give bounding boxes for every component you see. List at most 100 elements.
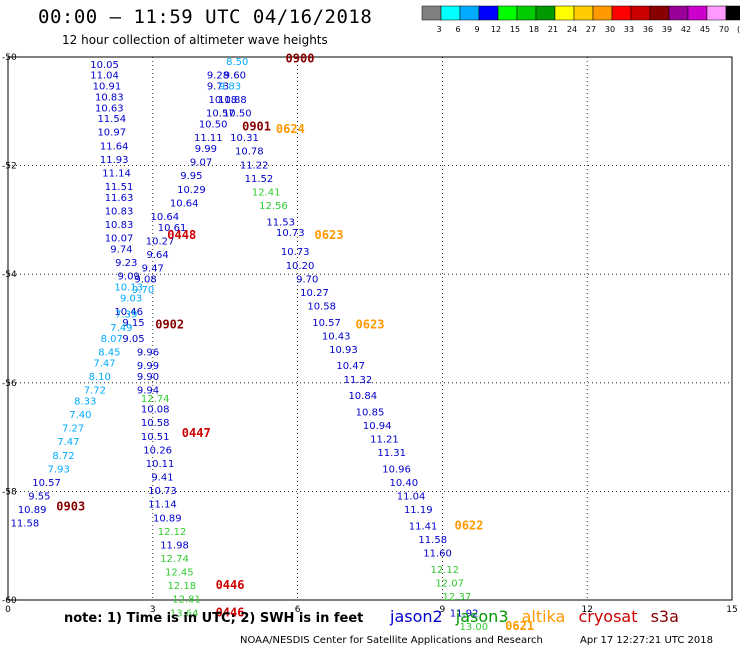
- wave-height-point: 11.14: [102, 168, 131, 179]
- wave-height-point: 8.07: [101, 334, 123, 345]
- wave-height-point: 10.94: [363, 421, 392, 432]
- legend-cryosat: cryosat: [578, 607, 638, 626]
- wave-height-point: 11.54: [97, 114, 126, 125]
- legend-jason3: jason3: [455, 607, 509, 626]
- pass-time-label: 0624: [276, 122, 305, 136]
- colorbar-swatch: [668, 5, 689, 21]
- wave-height-point: 9.99: [195, 144, 217, 155]
- wave-height-point: 9.09: [118, 272, 140, 283]
- colorbar-swatch: [440, 5, 461, 21]
- wave-height-point: 10.27: [146, 236, 175, 247]
- wave-height-point: 10.78: [235, 147, 264, 158]
- wave-height-point: 10.07: [105, 234, 134, 245]
- wave-height-point: 9.03: [120, 293, 142, 304]
- pass-time-label: 0900: [286, 51, 315, 65]
- x-tick-label: 6: [295, 605, 301, 615]
- wave-height-point: 10.46: [114, 307, 143, 318]
- axis-ticks: 0 3 6 9 12 15 -50 -52 -54 -56 -58 -60: [2, 53, 738, 615]
- wave-height-point: 9.70: [296, 274, 318, 285]
- colorbar-label: 18: [529, 25, 539, 34]
- wave-height-point: 10.61: [158, 223, 187, 234]
- colorbar-swatch: [649, 5, 670, 21]
- wave-height-point: 10.47: [336, 361, 365, 372]
- wave-height-point: 10.43: [322, 331, 351, 342]
- wave-height-point: 9.96: [137, 348, 159, 359]
- wave-height-point: 10.50: [223, 109, 252, 120]
- wave-height-point: 12.12: [158, 527, 187, 538]
- wave-height-point: 10.84: [348, 391, 377, 402]
- wave-height-point: 9.28: [207, 71, 229, 82]
- wave-height-point: 12.81: [172, 595, 201, 606]
- pass-time-label: 0622: [454, 518, 483, 532]
- y-tick-label: -52: [2, 162, 17, 172]
- grid: [7, 56, 733, 601]
- colorbar-label: 27: [586, 25, 596, 34]
- wave-height-point: 11.52: [245, 174, 274, 185]
- wave-height-point: 12.12: [430, 565, 459, 576]
- page-title: 00:00 – 11:59 UTC 04/16/2018: [38, 6, 373, 28]
- colorbar-label: 24: [567, 25, 577, 34]
- wave-height-point: 10.88: [218, 95, 247, 106]
- x-tick-label: 0: [5, 605, 11, 615]
- wave-height-point: 7.40: [69, 410, 91, 421]
- legend-altika: altika: [521, 607, 566, 626]
- footer-credit: NOAA/NESDIS Center for Satellite Applica…: [240, 635, 543, 646]
- wave-height-point: 11.31: [377, 448, 406, 459]
- wave-height-point: 11.04: [90, 71, 119, 82]
- colorbar-label: 30: [605, 25, 615, 34]
- satellite-legend: jason2 jason3 altika cryosat s3a: [390, 607, 679, 626]
- wave-height-point: 10.50: [199, 120, 228, 131]
- colorbar-label: 45: [700, 25, 710, 34]
- wave-height-point: 11.60: [423, 549, 452, 560]
- wave-height-point: 7.39: [115, 310, 137, 321]
- wave-height-point: 7.49: [110, 323, 132, 334]
- colorbar-label: 6: [455, 25, 460, 34]
- wave-height-point: 10.13: [114, 282, 143, 293]
- colorbar-swatch: [706, 5, 727, 21]
- wave-height-point: 9.74: [110, 244, 132, 255]
- colorbar-label: 15: [510, 25, 520, 34]
- wave-height-point: 11.58: [418, 535, 447, 546]
- x-tick-label: 9: [440, 605, 446, 615]
- colorbar-swatch: [592, 5, 613, 21]
- wave-height-point: 11.41: [409, 521, 438, 532]
- colorbar-label: (ft): [737, 25, 740, 34]
- colorbar-label: 39: [662, 25, 672, 34]
- wave-height-point: 10.64: [170, 198, 199, 209]
- wave-height-point: 9.23: [115, 258, 137, 269]
- wave-height-point: 7.93: [48, 464, 70, 475]
- colorbar-swatch: [497, 5, 518, 21]
- plot-frame: [7, 56, 733, 601]
- wave-height-point: 10.93: [329, 345, 358, 356]
- y-tick-label: -58: [2, 487, 17, 497]
- wave-height-point: 11.93: [100, 155, 129, 166]
- wave-height-point: 7.47: [93, 359, 115, 370]
- wave-height-point: 9.73: [207, 82, 229, 93]
- colorbar-label: 21: [548, 25, 558, 34]
- x-tick-label: 15: [726, 605, 737, 615]
- colorbar-swatch: [459, 5, 480, 21]
- wave-height-point: 10.40: [389, 478, 418, 489]
- y-tick-label: -60: [2, 596, 17, 606]
- wave-height-point: 9.95: [180, 171, 202, 182]
- wave-height-point: 10.83: [105, 220, 134, 231]
- wave-height-point: 11.98: [160, 540, 189, 551]
- wave-height-point: 11.14: [148, 500, 177, 511]
- wave-height-point: 8.45: [98, 348, 120, 359]
- wave-height-point: 9.47: [142, 263, 164, 274]
- colorbar-swatch: [687, 5, 708, 21]
- wave-height-point: 9.55: [28, 492, 50, 503]
- pass-time-label: 0448: [167, 228, 196, 242]
- wave-height-point: 11.22: [240, 160, 269, 171]
- wave-height-point: 10.29: [177, 185, 206, 196]
- wave-height-point: 10.64: [151, 212, 180, 223]
- colorbar-label: 70: [719, 25, 729, 34]
- wave-height-point: 11.04: [397, 492, 426, 503]
- colorbar-swatch: [725, 5, 740, 21]
- data-points: 10.0511.0410.9110.8310.6311.5410.9711.64…: [11, 57, 489, 633]
- pass-time-label: 0901: [242, 119, 271, 133]
- y-tick-label: -50: [2, 53, 17, 63]
- pass-time-label: 0447: [182, 426, 211, 440]
- wave-height-point: 11.92: [450, 608, 479, 619]
- wave-height-point: 9.60: [224, 71, 246, 82]
